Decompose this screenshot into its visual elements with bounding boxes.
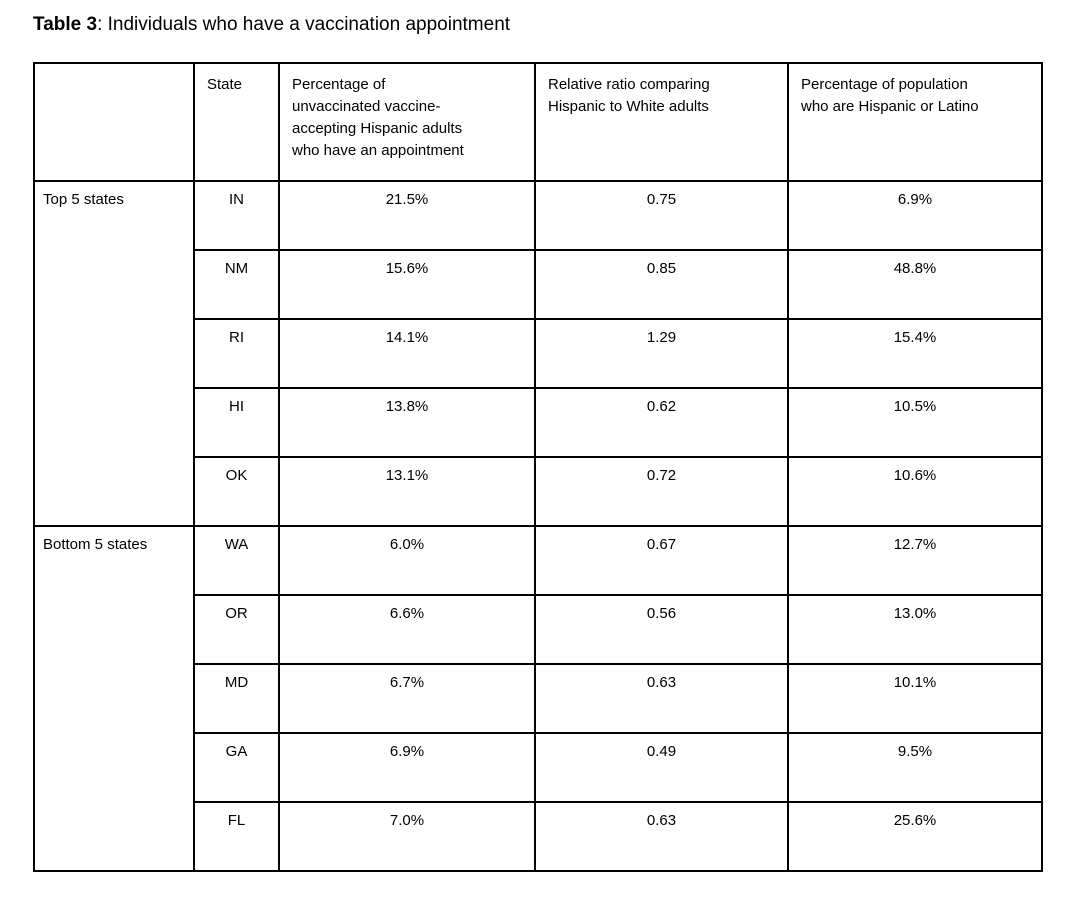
relative-ratio-cell: 0.75: [534, 180, 789, 251]
group-label-bottom5: Bottom 5 states: [33, 525, 195, 872]
table-row: GA 6.9% 0.49 9.5%: [34, 732, 1043, 803]
state-cell: HI: [193, 387, 280, 458]
relative-ratio-cell: 0.62: [534, 387, 789, 458]
pct-appointment-cell: 15.6%: [278, 249, 536, 320]
pct-appointment-cell: 14.1%: [278, 318, 536, 389]
pct-population-cell: 9.5%: [787, 732, 1043, 803]
pct-population-cell: 10.6%: [787, 456, 1043, 527]
table-row: Top 5 states IN 21.5% 0.75 6.9%: [33, 180, 1043, 527]
pct-population-cell: 6.9%: [787, 180, 1043, 251]
pct-population-cell: 10.5%: [787, 387, 1043, 458]
relative-ratio-cell: 0.85: [534, 249, 789, 320]
pct-appointment-cell: 21.5%: [278, 180, 536, 251]
header-pct-appointment: Percentage of unvaccinated vaccine- acce…: [278, 62, 536, 182]
relative-ratio-cell: 0.63: [534, 663, 789, 734]
state-cell: RI: [193, 318, 280, 389]
pct-appointment-cell: 6.9%: [278, 732, 536, 803]
pct-appointment-cell: 13.1%: [278, 456, 536, 527]
pct-appointment-cell: 13.8%: [278, 387, 536, 458]
header-row: State Percentage of unvaccinated vaccine…: [33, 62, 1043, 182]
table-row: RI 14.1% 1.29 15.4%: [34, 318, 1043, 389]
pct-appointment-cell: 6.0%: [278, 525, 536, 596]
table-caption-text: : Individuals who have a vaccination app…: [97, 14, 511, 35]
pct-population-cell: 15.4%: [787, 318, 1043, 389]
pct-population-cell: 12.7%: [787, 525, 1043, 596]
table-row: MD 6.7% 0.63 10.1%: [34, 663, 1043, 734]
state-cell: WA: [193, 525, 280, 596]
relative-ratio-cell: 0.72: [534, 456, 789, 527]
header-relative-ratio: Relative ratio comparing Hispanic to Whi…: [534, 62, 789, 182]
table-row: OK 13.1% 0.72 10.6%: [34, 456, 1043, 527]
table-row: NM 15.6% 0.85 48.8%: [34, 249, 1043, 320]
vaccination-appointment-table: State Percentage of unvaccinated vaccine…: [33, 62, 1043, 872]
pct-population-cell: 13.0%: [787, 594, 1043, 665]
table-row: HI 13.8% 0.62 10.5%: [34, 387, 1043, 458]
state-cell: FL: [193, 801, 280, 872]
table-row: FL 7.0% 0.63 25.6%: [34, 801, 1043, 872]
relative-ratio-cell: 0.56: [534, 594, 789, 665]
table-caption: Table 3: Individuals who have a vaccinat…: [33, 13, 510, 37]
table-caption-number: Table 3: [33, 14, 98, 35]
header-state: State: [193, 62, 280, 182]
group-label-top5: Top 5 states: [33, 180, 195, 527]
relative-ratio-cell: 1.29: [534, 318, 789, 389]
pct-appointment-cell: 7.0%: [278, 801, 536, 872]
pct-appointment-cell: 6.7%: [278, 663, 536, 734]
relative-ratio-cell: 0.49: [534, 732, 789, 803]
state-cell: MD: [193, 663, 280, 734]
table-row: Bottom 5 states WA 6.0% 0.67 12.7%: [33, 525, 1043, 872]
pct-appointment-cell: 6.6%: [278, 594, 536, 665]
header-pct-population: Percentage of population who are Hispani…: [787, 62, 1043, 182]
relative-ratio-cell: 0.67: [534, 525, 789, 596]
state-cell: OR: [193, 594, 280, 665]
table-row: OR 6.6% 0.56 13.0%: [34, 594, 1043, 665]
relative-ratio-cell: 0.63: [534, 801, 789, 872]
pct-population-cell: 25.6%: [787, 801, 1043, 872]
state-cell: NM: [193, 249, 280, 320]
pct-population-cell: 10.1%: [787, 663, 1043, 734]
pct-population-cell: 48.8%: [787, 249, 1043, 320]
state-cell: IN: [193, 180, 280, 251]
header-empty-cell: [33, 62, 195, 182]
state-cell: GA: [193, 732, 280, 803]
state-cell: OK: [193, 456, 280, 527]
